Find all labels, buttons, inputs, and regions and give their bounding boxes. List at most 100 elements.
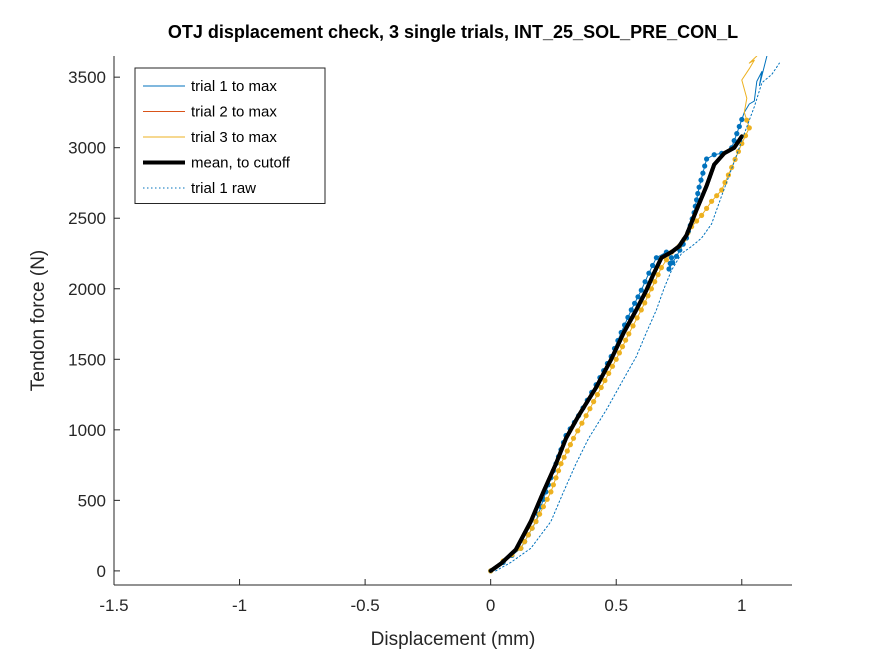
- data-point: [658, 265, 665, 271]
- series-group: [488, 56, 780, 574]
- data-point: [668, 255, 675, 261]
- data-point: [722, 179, 728, 186]
- data-point: [638, 307, 644, 313]
- legend-box: [134, 67, 326, 204]
- data-point: [694, 197, 700, 203]
- data-point: [652, 279, 658, 285]
- y-tick-label: 500: [78, 491, 106, 510]
- data-point: [744, 117, 750, 123]
- data-point: [702, 163, 708, 169]
- data-point: [696, 184, 702, 190]
- data-point: [579, 420, 585, 426]
- y-tick-label: 1500: [68, 350, 106, 369]
- data-point: [699, 212, 705, 218]
- y-tick-label: 2000: [68, 280, 106, 299]
- x-tick-label: -1.5: [99, 596, 128, 615]
- data-point: [642, 300, 648, 306]
- data-point: [653, 255, 660, 261]
- y-axis-ticks: 0 500 1000 1500 2000 2500 3000 3500: [68, 68, 120, 581]
- y-tick-label: 2500: [68, 209, 106, 228]
- series-line-trial-1-raw: [495, 62, 780, 572]
- legend-label-trial-2-to-max: trial 2 to max: [191, 104, 277, 121]
- data-point: [555, 468, 562, 474]
- data-point: [635, 294, 641, 300]
- data-point: [642, 279, 648, 285]
- data-point: [529, 525, 535, 531]
- data-point: [591, 399, 597, 405]
- data-point: [694, 218, 700, 224]
- data-point: [632, 300, 638, 306]
- x-tick-label: 0: [486, 596, 495, 615]
- data-point: [700, 170, 706, 176]
- data-point: [734, 131, 740, 137]
- data-point: [602, 377, 608, 384]
- data-point: [736, 123, 742, 130]
- data-point: [553, 475, 559, 481]
- series-markers-trial-3-to-max: [488, 117, 752, 574]
- data-point: [613, 356, 619, 362]
- data-point: [540, 504, 547, 510]
- data-point: [570, 435, 577, 441]
- legend-label-mean-to-cutoff: mean, to cutoff: [191, 155, 291, 172]
- x-tick-label: -1: [232, 596, 247, 615]
- data-point: [704, 205, 710, 211]
- data-point: [587, 406, 593, 412]
- data-point: [666, 266, 672, 272]
- legend: trial 1 to max trial 2 to max trial 3 to m…: [134, 67, 326, 204]
- data-point: [522, 539, 528, 545]
- data-point: [537, 511, 543, 517]
- data-point: [731, 138, 737, 144]
- legend-label-trial-1-raw: trial 1 raw: [191, 180, 256, 197]
- data-point: [616, 350, 623, 356]
- data-point: [594, 392, 601, 398]
- data-point: [645, 293, 651, 299]
- x-tick-label: 0.5: [604, 596, 628, 615]
- data-point: [695, 190, 701, 197]
- data-point: [655, 272, 661, 278]
- data-point: [650, 262, 656, 269]
- series-line-trial-3-to-max: [490, 56, 758, 572]
- data-point: [648, 286, 655, 292]
- data-point: [714, 193, 720, 199]
- data-point: [704, 156, 710, 162]
- data-point: [709, 198, 715, 204]
- data-point: [525, 532, 531, 538]
- x-axis-ticks: -1.5 -1 -0.5 0 0.5 1: [99, 579, 747, 615]
- x-axis-label: Displacement (mm): [371, 629, 536, 650]
- data-point: [575, 428, 581, 434]
- data-point: [630, 323, 636, 329]
- data-point: [544, 496, 550, 502]
- data-point: [663, 257, 670, 263]
- data-point: [533, 518, 539, 525]
- data-point: [739, 116, 745, 123]
- chart-title: OTJ displacement check, 3 single trials,…: [168, 22, 738, 42]
- y-tick-label: 0: [97, 562, 106, 581]
- data-point: [598, 384, 604, 391]
- data-point: [646, 270, 652, 276]
- y-axis-label: Tendon force (N): [28, 250, 49, 392]
- data-point: [623, 337, 629, 343]
- data-point: [725, 172, 732, 178]
- data-point: [626, 331, 632, 337]
- data-point: [634, 315, 640, 321]
- series-line-trial-1-to-max: [490, 56, 768, 572]
- data-point: [548, 489, 554, 495]
- data-point: [564, 448, 570, 454]
- series-line-mean-top: [489, 135, 744, 573]
- series-line-mean-to-cutoff: [488, 134, 744, 573]
- y-tick-label: 1000: [68, 421, 106, 440]
- data-point: [567, 442, 574, 448]
- x-tick-label: -0.5: [350, 596, 379, 615]
- data-point: [550, 482, 557, 488]
- data-point: [698, 177, 704, 183]
- data-point: [711, 152, 717, 158]
- data-point: [619, 344, 626, 350]
- data-point: [561, 454, 567, 460]
- data-point: [609, 363, 616, 369]
- data-point: [638, 287, 644, 293]
- y-tick-label: 3000: [68, 139, 106, 158]
- plot-area: [113, 56, 792, 586]
- data-point: [628, 307, 634, 313]
- y-tick-label: 3500: [68, 68, 106, 87]
